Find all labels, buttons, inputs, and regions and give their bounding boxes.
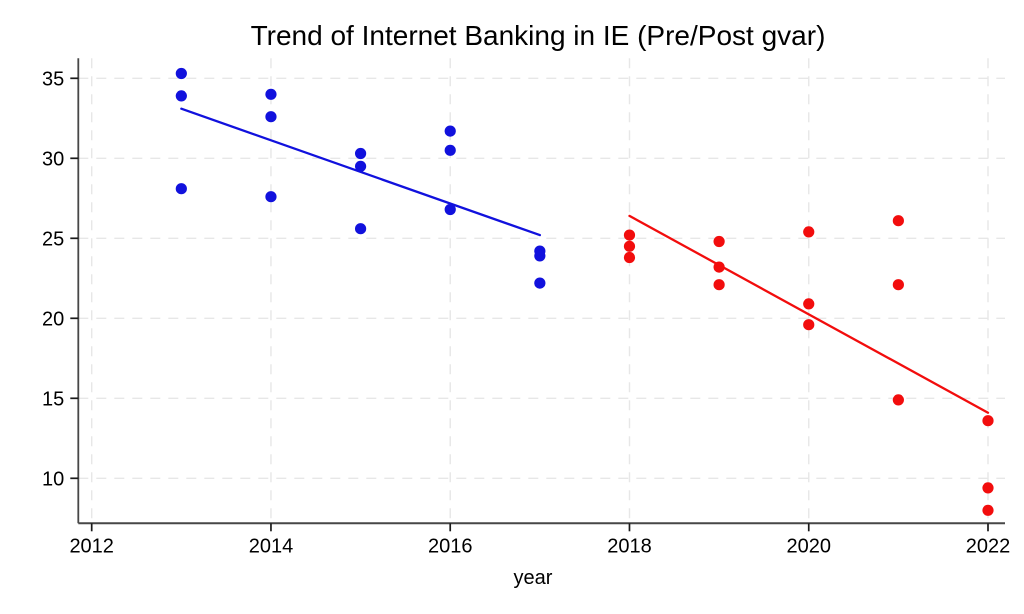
data-point	[444, 144, 456, 156]
data-point	[892, 279, 904, 291]
data-point	[444, 203, 456, 216]
data-point	[803, 319, 815, 331]
x-tick-label: 2016	[428, 535, 473, 557]
data-point	[444, 125, 456, 137]
x-tick-label: 2022	[966, 535, 1011, 557]
data-point	[623, 240, 636, 252]
data-point	[803, 298, 815, 310]
x-tick-label: 2020	[786, 535, 831, 557]
y-tick-label: 10	[42, 468, 64, 490]
data-point	[175, 183, 187, 195]
data-point	[982, 482, 994, 494]
data-point	[623, 229, 636, 241]
data-point	[175, 67, 187, 80]
data-point	[354, 160, 367, 172]
data-point	[265, 111, 277, 123]
data-point	[175, 90, 187, 102]
trend-line	[628, 214, 990, 414]
data-point	[803, 226, 815, 238]
data-point	[713, 261, 725, 273]
data-point	[265, 88, 277, 100]
data-layer	[175, 67, 994, 516]
data-point	[982, 415, 994, 427]
axis-layer	[70, 58, 1005, 532]
y-tick-label: 30	[42, 148, 64, 170]
data-point	[892, 215, 904, 227]
y-tick-label: 35	[42, 68, 64, 90]
data-point	[265, 191, 277, 203]
data-point	[713, 279, 725, 291]
data-point	[354, 147, 367, 160]
x-tick-label: 2018	[607, 535, 652, 557]
data-point	[534, 277, 546, 289]
data-point	[892, 394, 904, 406]
tick-label-layer: 10 15 20 25 30 35 2012 2014 2016 2018 2020 2022	[42, 68, 1010, 557]
x-tick-label: 2014	[249, 535, 294, 557]
grid-layer	[78, 58, 1005, 524]
data-point	[982, 504, 994, 516]
y-tick-label: 25	[42, 228, 64, 250]
data-point	[534, 250, 546, 262]
y-tick-label: 20	[42, 308, 64, 330]
data-point	[354, 223, 367, 235]
chart-title: Trend of Internet Banking in IE (Pre/Pos…	[251, 20, 826, 51]
x-axis-label: year	[514, 567, 553, 589]
data-point	[713, 235, 725, 248]
y-tick-label: 15	[42, 388, 64, 410]
x-tick-label: 2012	[69, 535, 114, 557]
data-point	[623, 251, 636, 264]
